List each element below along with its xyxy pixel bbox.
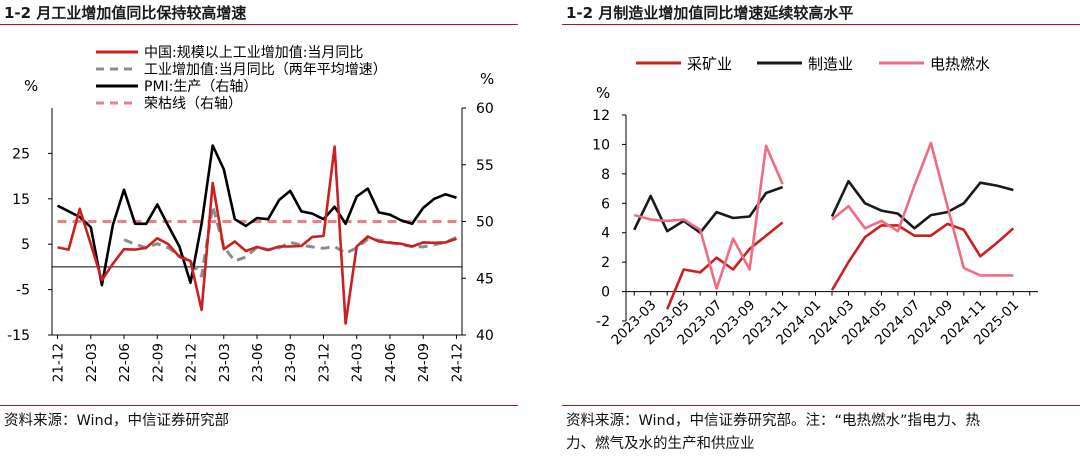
- right-plot-area: -20246810122023-032023-052023-072023-092…: [592, 108, 1038, 348]
- x-tick-label: 22-06: [117, 343, 133, 382]
- legend-label-pmi: PMI:生产（右轴）: [144, 79, 257, 95]
- x-tick-label: 24-09: [416, 343, 432, 382]
- x-tick-label: 24-12: [449, 343, 465, 382]
- right-y-tick-label: 55: [476, 158, 494, 174]
- right-axis-unit: %: [480, 70, 494, 88]
- x-tick-label: 23-03: [217, 343, 233, 382]
- y-tick-label: 6: [601, 196, 610, 212]
- left-y-tick-label: 15: [12, 192, 30, 208]
- right-source-note-line-1: 资料来源：Wind，中信证券研究部。注：“电热燃水”指电力、热: [566, 413, 980, 429]
- x-tick-label: 22-09: [150, 343, 166, 382]
- left-chart: -15 -5 5 15 25 40 45 50 55 60 21-12 22-03 22-06 22-09…: [7, 45, 494, 382]
- right-y-tick-label: 45: [476, 271, 494, 287]
- x-tick-label: 24-06: [383, 343, 399, 382]
- y-tick-label: 10: [592, 137, 610, 153]
- left-y-tick-label: 5: [21, 237, 30, 253]
- left-source-rule: [0, 405, 518, 406]
- left-axis-unit: %: [24, 77, 38, 95]
- y-tick-label: 0: [601, 285, 610, 301]
- legend-label-mining: 采矿业: [687, 55, 732, 73]
- left-source-note: 资料来源：Wind，中信证券研究部: [4, 413, 229, 429]
- legend-label-boom-bust: 荣枯线（右轴）: [144, 96, 242, 112]
- right-title-rule: [562, 24, 1080, 25]
- y-tick-label: 2: [601, 255, 610, 271]
- right-legend: 采矿业 制造业 电热燃水: [636, 55, 990, 73]
- left-plot-area: -15 -5 5 15 25 40 45 50 55 60 21-12 22-03 22-06 22-09…: [7, 101, 494, 382]
- y-tick-label: -2: [596, 314, 610, 330]
- pmi-production-line: [56, 144, 457, 287]
- x-tick-label: 22-03: [84, 343, 100, 382]
- y-tick-label: 8: [601, 167, 610, 183]
- legend-label-industry: 中国:规模以上工业增加值:当月同比: [144, 45, 363, 61]
- right-y-tick-label: 40: [476, 328, 494, 344]
- x-tick-label: 23-06: [250, 343, 266, 382]
- x-tick-label: 22-12: [184, 343, 200, 382]
- x-tick-label: 23-12: [316, 343, 332, 382]
- manufacturing-line: [830, 179, 1014, 230]
- right-chart-title: 1-2 月制造业增加值同比增速延续较高水平: [566, 4, 854, 22]
- mining-line: [830, 222, 1015, 291]
- y-axis-unit: %: [596, 84, 610, 102]
- right-source-note-line-2: 力、燃气及水的生产和供应业: [566, 436, 755, 452]
- right-chart: -20246810122023-032023-052023-072023-092…: [592, 55, 1038, 348]
- legend-label-two-year: 工业增加值:当月同比（两年平均增速）: [144, 62, 387, 78]
- left-legend: 中国:规模以上工业增加值:当月同比 工业增加值:当月同比（两年平均增速） PMI…: [96, 45, 387, 112]
- right-source-rule: [562, 405, 1080, 406]
- left-chart-title: 1-2 月工业增加值同比保持较高增速: [4, 4, 247, 22]
- right-y-tick-label: 50: [476, 215, 494, 231]
- y-tick-label: 4: [601, 226, 610, 242]
- left-y-tick-label: -15: [7, 328, 30, 344]
- utilities-line: [633, 144, 784, 290]
- utilities-line: [831, 141, 1014, 277]
- industrial-value-added-line: [57, 145, 457, 325]
- y-tick-label: 12: [592, 108, 610, 124]
- legend-label-utilities: 电热燃水: [930, 55, 990, 73]
- x-tick-label: 24-03: [350, 343, 366, 382]
- left-y-tick-label: 25: [12, 146, 30, 162]
- right-y-tick-label: 60: [476, 101, 494, 117]
- left-y-tick-label: -5: [16, 283, 30, 299]
- left-title-rule: [0, 24, 518, 25]
- x-tick-label: 21-12: [51, 343, 67, 382]
- legend-label-manufacturing: 制造业: [808, 55, 853, 73]
- two-year-average-line: [123, 204, 458, 278]
- x-tick-label: 23-09: [283, 343, 299, 382]
